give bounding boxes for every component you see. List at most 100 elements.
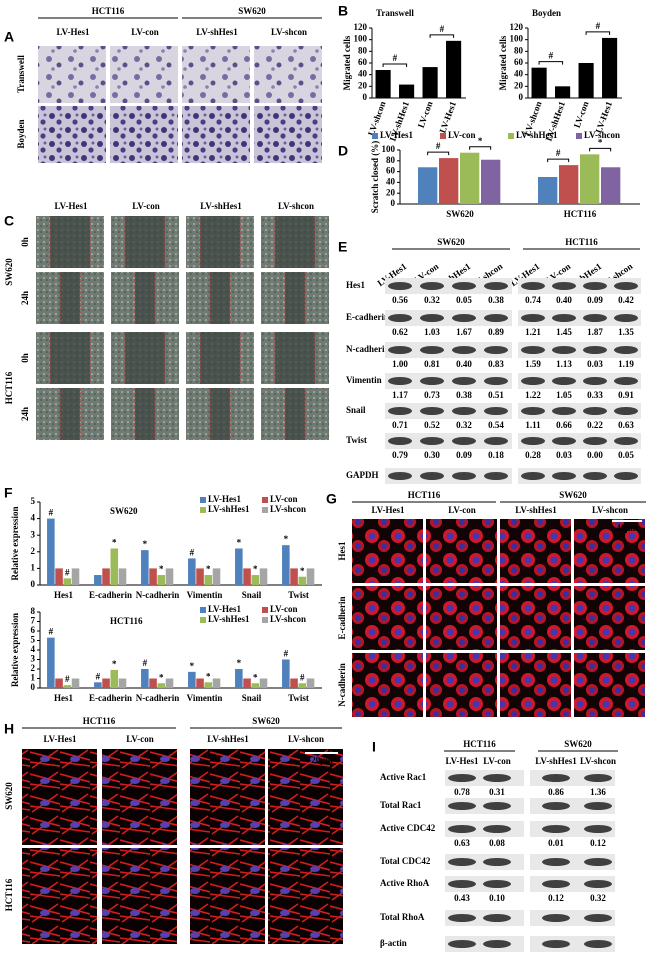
blot-band xyxy=(484,314,508,322)
panel-letter: G xyxy=(326,491,337,507)
blot-band xyxy=(388,377,412,385)
lane-label: LV-shHes1 xyxy=(535,756,577,766)
blot-label: Vimentin xyxy=(346,375,382,385)
blot-band xyxy=(483,825,511,833)
blot-band xyxy=(583,472,607,480)
group-header: HCT116 xyxy=(83,716,116,726)
band-value: 0.52 xyxy=(424,420,440,430)
legend-label: LV-shcon xyxy=(270,614,306,624)
column-label: LV-shHes1 xyxy=(515,505,557,515)
y-tick-label: 120 xyxy=(354,22,368,32)
band-value: 0.12 xyxy=(590,838,606,848)
blot-band xyxy=(614,377,638,385)
blot-band xyxy=(521,314,545,322)
y-tick-label: 2 xyxy=(31,546,36,556)
legend-swatch xyxy=(576,133,582,139)
x-tick-label: LV-con xyxy=(416,100,435,129)
blot-strip xyxy=(385,278,512,294)
bar xyxy=(290,568,298,585)
micrograph xyxy=(500,653,571,717)
blot-band xyxy=(452,346,476,354)
legend-swatch xyxy=(200,507,206,513)
significance-bracket xyxy=(429,34,455,38)
blot-strip xyxy=(530,910,615,926)
significance-label: * xyxy=(478,136,483,146)
y-tick-label: 8 xyxy=(31,606,36,616)
bar xyxy=(141,669,149,688)
significance-label: # xyxy=(549,51,554,61)
band-value: 0.71 xyxy=(392,420,408,430)
blot-band xyxy=(542,802,570,810)
band-value: 0.63 xyxy=(454,838,470,848)
column-label: LV-shcon xyxy=(271,27,307,37)
blot-strip xyxy=(518,468,641,484)
legend-swatch xyxy=(262,507,268,513)
bar xyxy=(212,568,221,585)
x-tick-label: N-cadherin xyxy=(136,590,180,600)
bar xyxy=(578,63,594,98)
legend-label: LV-Hes1 xyxy=(208,494,242,504)
bar xyxy=(439,158,459,204)
band-value: 1.17 xyxy=(392,390,408,400)
blot-band xyxy=(584,880,612,888)
group-header: SW620 xyxy=(437,237,465,247)
micrograph xyxy=(38,46,106,103)
scale-label: 20μm xyxy=(311,755,333,765)
blot-band xyxy=(448,880,476,888)
x-tick-label: E-cadherin xyxy=(89,693,132,703)
row-label: Transwell xyxy=(16,55,26,93)
blot-band xyxy=(552,346,576,354)
scale-label: 40μm xyxy=(616,523,638,533)
legend-swatch xyxy=(372,133,378,139)
blot-band xyxy=(388,282,412,290)
micrograph xyxy=(254,106,322,163)
chart-title: Boyden xyxy=(532,8,561,18)
bar-marker: * xyxy=(112,538,117,548)
band-value: 0.54 xyxy=(488,420,504,430)
blot-band xyxy=(420,437,444,445)
band-value: 0.32 xyxy=(456,420,472,430)
legend-label: LV-shHes1 xyxy=(208,614,250,624)
legend-label: LV-con xyxy=(270,604,298,614)
band-value: 0.38 xyxy=(456,390,472,400)
blot-label: Hes1 xyxy=(346,280,365,290)
scratch-gap xyxy=(50,216,90,268)
bar-marker: * xyxy=(300,566,305,576)
panel-letter: H xyxy=(4,721,14,737)
lane-label: LV-shcon xyxy=(580,756,616,766)
significance-bracket xyxy=(547,158,570,163)
x-tick-label: LV-con xyxy=(572,100,591,129)
blot-band xyxy=(614,314,638,322)
legend-swatch xyxy=(200,497,206,503)
bar xyxy=(259,678,268,688)
scratch-gap xyxy=(200,332,240,384)
blot-band xyxy=(448,858,476,866)
micrograph xyxy=(500,586,571,650)
bar xyxy=(538,177,558,204)
bar xyxy=(422,67,438,98)
blot-band xyxy=(521,377,545,385)
y-tick-label: 20 xyxy=(514,80,524,90)
column-label: LV-shcon xyxy=(592,505,628,515)
y-tick-label: 3 xyxy=(31,654,36,664)
legend-swatch xyxy=(262,607,268,613)
band-value: 0.78 xyxy=(454,787,470,797)
band-value: 0.28 xyxy=(525,450,541,460)
bar xyxy=(94,575,102,585)
blot-label: E-cadherin xyxy=(346,312,389,322)
blot-label: Total RhoA xyxy=(380,912,425,922)
bar xyxy=(251,683,260,688)
blot-band xyxy=(484,407,508,415)
blot-band xyxy=(483,774,511,782)
x-tick-label: HCT116 xyxy=(564,209,597,219)
column-label: LV-con xyxy=(132,201,160,211)
blot-strip xyxy=(385,468,512,484)
x-tick-label: Vimentin xyxy=(187,590,223,600)
blot-band xyxy=(388,437,412,445)
column-label: LV-shHes1 xyxy=(200,201,242,211)
bar-marker: # xyxy=(49,508,54,518)
y-tick-label: 100 xyxy=(510,34,524,44)
micrograph xyxy=(190,848,265,944)
blot-band xyxy=(483,858,511,866)
y-axis-label: Relative expression xyxy=(10,506,20,580)
